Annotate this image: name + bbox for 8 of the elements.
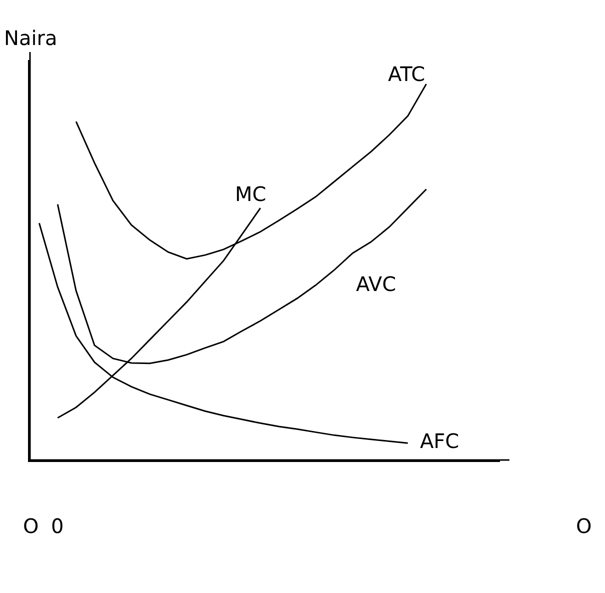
text: 0 [51,514,64,538]
series-label: ATC [388,62,426,86]
series-label: AFC [420,429,460,453]
text: O [23,514,39,538]
series-label: MC [235,182,266,206]
text: O [576,514,592,538]
series-label: AVC [356,272,396,296]
y-axis-title: Naira [4,26,58,50]
